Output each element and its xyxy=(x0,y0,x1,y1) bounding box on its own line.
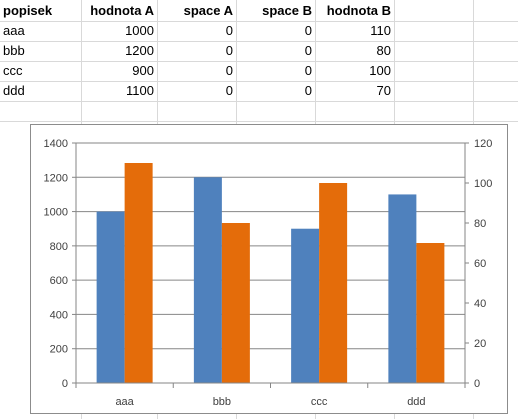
cell-space-a[interactable]: 0 xyxy=(225,23,233,38)
x-axis-category-label: ddd xyxy=(407,396,425,408)
row-gridline xyxy=(0,121,518,122)
x-axis-category-label: aaa xyxy=(115,396,134,408)
y2-axis-tick-label: 40 xyxy=(474,298,486,310)
cell-hodnota-a[interactable]: 1000 xyxy=(125,23,154,38)
cell-hodnota-a[interactable]: 1200 xyxy=(125,43,154,58)
row-gridline xyxy=(0,41,518,42)
chart-plot[interactable]: 0 200 400 600 800 1000 1200 1400 0 20 40 60 80 100 120… xyxy=(31,125,507,413)
bar-series-b[interactable] xyxy=(416,243,445,383)
cell-hodnota-b[interactable]: 100 xyxy=(369,63,391,78)
chart-object[interactable]: 0 200 400 600 800 1000 1200 1400 0 20 40 60 80 100 120… xyxy=(30,124,508,414)
y2-axis-tick-label: 120 xyxy=(474,138,492,150)
y2-axis-tick-label: 80 xyxy=(474,218,486,230)
x-axis-category-label: ccc xyxy=(311,396,328,408)
header-cell-space-b[interactable]: space B xyxy=(262,3,312,18)
y2-axis-tick-label: 60 xyxy=(474,258,486,270)
bar-series-b[interactable] xyxy=(221,223,250,383)
cell-space-b[interactable]: 0 xyxy=(304,63,312,78)
y-axis-tick-label: 1000 xyxy=(44,207,68,219)
cell-label[interactable]: aaa xyxy=(3,23,25,38)
bar-series-a[interactable] xyxy=(388,194,417,383)
y-axis-tick-label: 200 xyxy=(50,344,68,356)
y-axis-tick-label: 1200 xyxy=(44,172,68,184)
x-axis-category-label: bbb xyxy=(213,396,231,408)
row-gridline xyxy=(0,61,518,62)
cell-space-b[interactable]: 0 xyxy=(304,43,312,58)
header-cell-popisek[interactable]: popisek xyxy=(3,3,53,18)
header-cell-space-a[interactable]: space A xyxy=(183,3,233,18)
cell-hodnota-b[interactable]: 110 xyxy=(370,23,391,38)
cell-hodnota-a[interactable]: 900 xyxy=(132,63,154,78)
cell-space-b[interactable]: 0 xyxy=(304,23,312,38)
bar-series-a[interactable] xyxy=(291,228,320,383)
bar-series-b[interactable] xyxy=(124,163,153,383)
header-cell-hodnota-b[interactable]: hodnota B xyxy=(326,3,391,18)
row-gridline xyxy=(0,101,518,102)
y2-axis-tick-label: 0 xyxy=(474,378,480,390)
cell-hodnota-b[interactable]: 80 xyxy=(376,43,391,58)
cell-label[interactable]: bbb xyxy=(3,43,25,58)
y-axis-tick-label: 0 xyxy=(62,378,68,390)
bar-series-a[interactable] xyxy=(193,177,222,383)
y2-axis-tick-label: 20 xyxy=(474,338,486,350)
y2-axis-tick-label: 100 xyxy=(474,178,492,190)
cell-label[interactable]: ccc xyxy=(3,63,23,78)
bar-series-b[interactable] xyxy=(319,183,348,383)
cell-space-a[interactable]: 0 xyxy=(225,43,233,58)
y-axis-tick-label: 400 xyxy=(50,309,68,321)
cell-space-b[interactable]: 0 xyxy=(304,83,312,98)
y-axis-tick-label: 600 xyxy=(50,275,68,287)
cell-space-a[interactable]: 0 xyxy=(225,83,233,98)
row-gridline xyxy=(0,81,518,82)
cell-hodnota-a[interactable]: 1100 xyxy=(126,83,154,98)
bar-series-a[interactable] xyxy=(96,211,125,383)
row-gridline xyxy=(0,21,518,22)
cell-label[interactable]: ddd xyxy=(3,83,25,98)
header-cell-hodnota-a[interactable]: hodnota A xyxy=(90,3,154,18)
y-axis-tick-label: 1400 xyxy=(44,138,68,150)
cell-hodnota-b[interactable]: 70 xyxy=(376,83,391,98)
cell-space-a[interactable]: 0 xyxy=(225,63,233,78)
y-axis-tick-label: 800 xyxy=(50,241,68,253)
